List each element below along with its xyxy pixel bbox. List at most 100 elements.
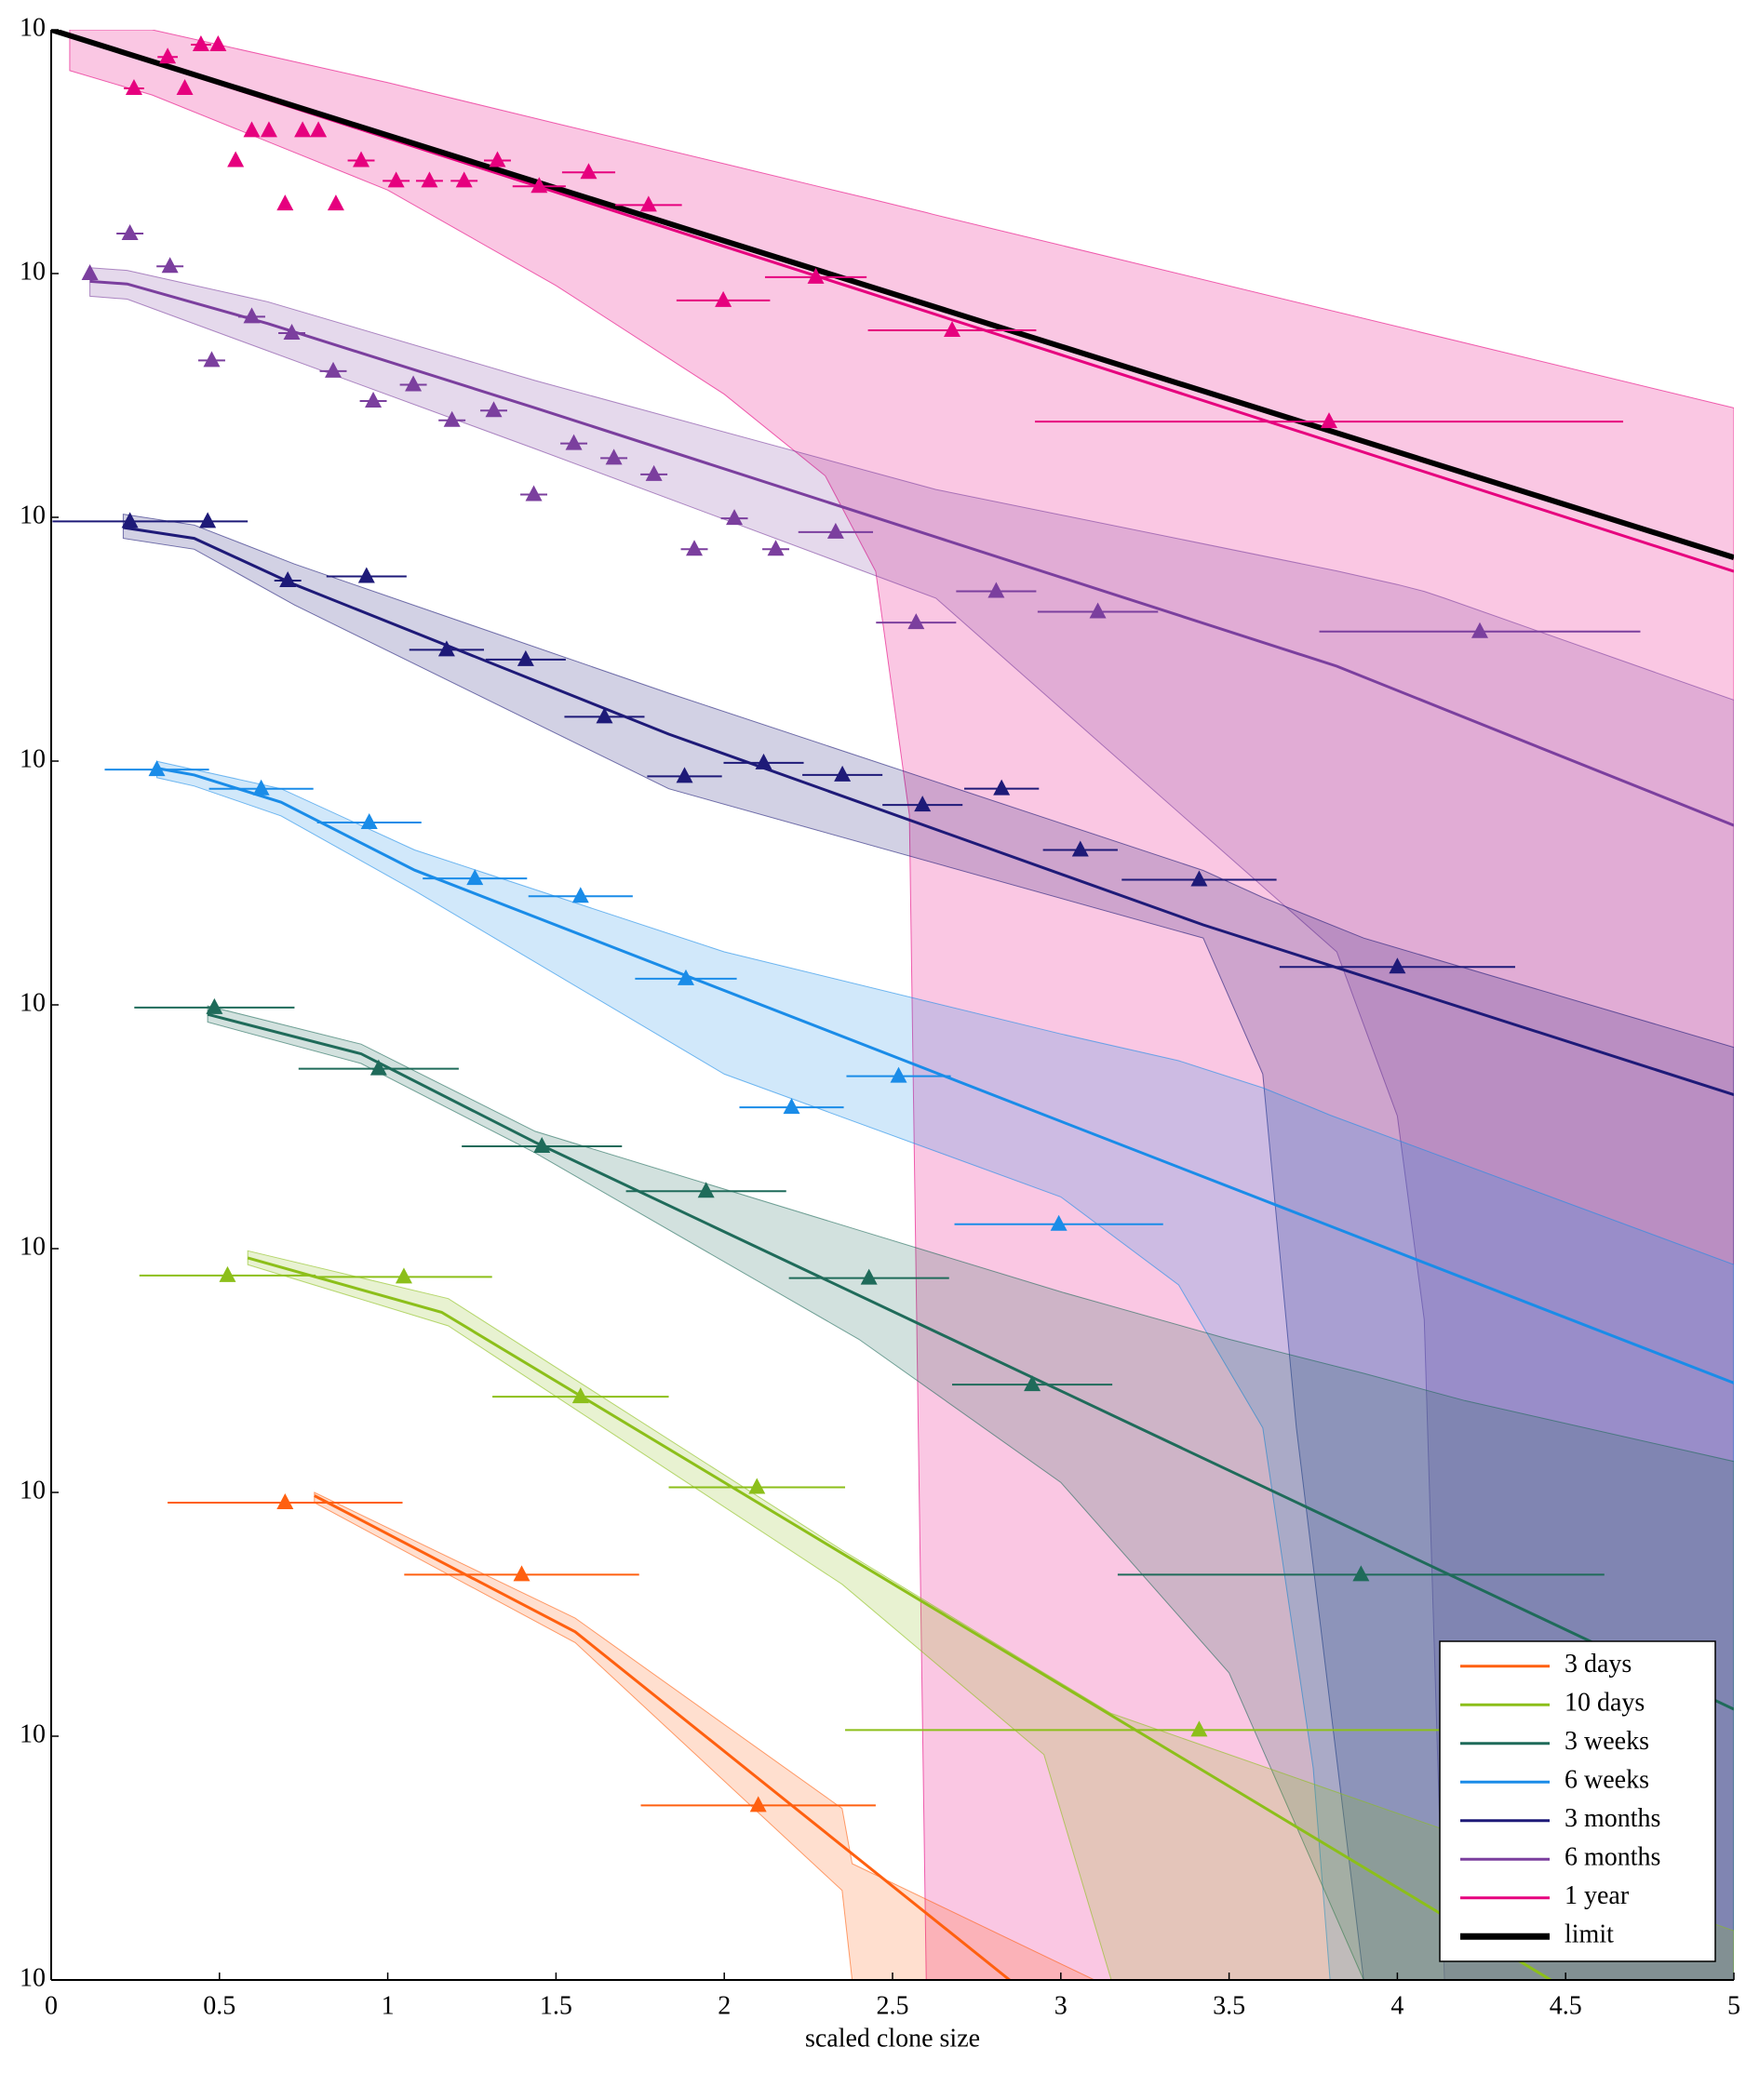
data-point: [890, 1066, 907, 1083]
fit-line: [207, 1012, 1734, 1711]
data-point: [645, 464, 663, 481]
data-point: [580, 163, 598, 180]
confidence-band: [69, 30, 1734, 1980]
data-point: [276, 1492, 294, 1509]
data-point: [437, 640, 455, 657]
data-point: [596, 707, 613, 724]
data-point: [252, 779, 270, 796]
data-point: [533, 1136, 551, 1153]
points: [52, 34, 1641, 1812]
data-point: [726, 509, 744, 526]
data-point: [1089, 602, 1107, 619]
data-point: [325, 361, 342, 378]
data-point: [571, 1387, 589, 1404]
confidence-band: [122, 514, 1734, 1980]
data-point: [209, 34, 227, 51]
data-point: [395, 1267, 412, 1284]
legend-label: 6 weeks: [1565, 1766, 1649, 1795]
legend-box: [1439, 1640, 1716, 1962]
data-point: [907, 613, 925, 630]
data-point: [327, 194, 344, 211]
data-point: [206, 997, 223, 1014]
x-tick-label: 2: [718, 1991, 731, 2020]
y-tick-label: 10: [20, 501, 46, 529]
lines: [51, 30, 1734, 1980]
x-tick-label: 3.5: [1213, 1991, 1245, 2020]
data-point: [715, 290, 732, 307]
y-tick-label: 10: [20, 13, 46, 42]
data-point: [807, 267, 825, 284]
data-point: [605, 448, 623, 465]
data-point: [466, 869, 484, 886]
data-point: [944, 321, 961, 338]
data-point: [294, 121, 312, 138]
data-point: [517, 649, 534, 666]
data-point: [443, 410, 461, 427]
data-point: [243, 121, 261, 138]
data-point: [125, 78, 142, 95]
data-point: [565, 434, 583, 450]
confidence-band: [247, 1250, 1734, 1980]
data-point: [148, 760, 166, 777]
y-tick-label: 10: [20, 1476, 46, 1505]
data-point: [199, 512, 217, 528]
data-point: [767, 540, 785, 556]
data-point: [639, 195, 657, 212]
legend-label: 1 year: [1565, 1881, 1630, 1910]
data-point: [755, 753, 772, 769]
data-point: [455, 171, 473, 188]
data-point: [676, 767, 693, 783]
x-tick-label: 4: [1390, 1991, 1404, 2020]
data-point: [387, 171, 405, 188]
y-tick-label: 10: [20, 988, 46, 1017]
x-tick-label: 2.5: [877, 1991, 909, 2020]
data-point: [531, 177, 548, 194]
data-point: [227, 151, 245, 167]
confidence-band: [89, 267, 1734, 1980]
data-point: [421, 171, 438, 188]
legend-label: 10 days: [1565, 1689, 1645, 1718]
data-point: [914, 796, 932, 812]
data-point: [860, 1268, 878, 1285]
data-point: [525, 485, 543, 502]
data-point: [1389, 957, 1406, 974]
confidence-band: [156, 760, 1734, 1980]
data-point: [279, 571, 297, 588]
data-point: [834, 765, 852, 782]
x-tick-label: 5: [1727, 1991, 1740, 2020]
x-tick-label: 4.5: [1550, 1991, 1582, 2020]
data-point: [360, 812, 378, 829]
fit-line: [51, 30, 1734, 561]
data-point: [1320, 412, 1337, 429]
legend-label: limit: [1565, 1920, 1614, 1949]
y-tick-label: 10: [20, 1232, 46, 1261]
data-point: [677, 969, 694, 985]
data-point: [489, 151, 506, 167]
legend-label: 6 months: [1565, 1843, 1660, 1872]
y-tick-label: 10: [20, 1963, 46, 1992]
data-point: [686, 540, 704, 556]
data-point: [826, 522, 844, 539]
data-point: [276, 194, 294, 211]
data-point: [697, 1182, 715, 1198]
data-point: [1071, 840, 1089, 857]
x-tick-label: 0.5: [203, 1991, 235, 2020]
data-point: [192, 34, 209, 51]
data-point: [571, 887, 589, 903]
data-point: [513, 1565, 531, 1582]
x-axis-label: scaled clone size: [805, 2024, 980, 2053]
y-tick-label: 10: [20, 744, 46, 773]
legend-label: 3 weeks: [1565, 1727, 1649, 1756]
legend-label: 3 days: [1565, 1650, 1632, 1679]
data-point: [365, 391, 383, 408]
data-point: [243, 307, 261, 324]
data-point: [161, 257, 179, 274]
fit-line: [156, 767, 1734, 1384]
x-tick-label: 0: [45, 1991, 58, 2020]
data-point: [159, 47, 177, 64]
data-point: [121, 223, 139, 240]
data-point: [1050, 1214, 1068, 1231]
legend: 3 days 10 days 3 weeks 6 weeks 3 months 6 mon…: [1439, 1640, 1716, 1962]
data-point: [1471, 622, 1488, 638]
data-point: [353, 151, 370, 167]
